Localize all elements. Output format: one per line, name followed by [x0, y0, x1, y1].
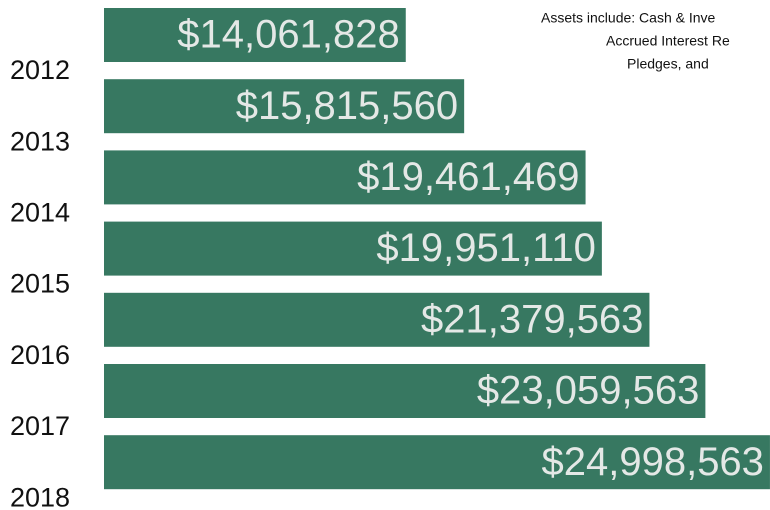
bar [104, 364, 706, 418]
bar [104, 292, 650, 347]
value-label: $21,379,563 [421, 297, 643, 341]
y-tick-label: 2015 [10, 269, 70, 299]
value-label: $19,461,469 [357, 155, 579, 199]
value-label: $24,998,563 [541, 440, 763, 484]
value-label: $19,951,110 [376, 226, 595, 270]
y-tick-label: 2017 [10, 411, 70, 441]
annotation: Assets include: Cash & Inve [541, 10, 716, 26]
bar [104, 221, 602, 276]
bar [104, 435, 770, 490]
y-tick-label: 2013 [10, 126, 70, 156]
y-tick-label: 2012 [10, 55, 70, 85]
y-tick-label: 2016 [10, 340, 70, 370]
annotation: Accrued Interest Re [606, 33, 730, 49]
bar [104, 150, 586, 205]
annotation: Pledges, and [627, 56, 709, 72]
y-tick-label: 2014 [10, 198, 70, 228]
bar [104, 8, 406, 62]
value-label: $15,815,560 [236, 84, 458, 128]
bar [104, 79, 465, 134]
value-label: $23,059,563 [477, 369, 699, 413]
value-label: $14,061,828 [177, 13, 399, 57]
y-tick-label: 2018 [10, 482, 70, 510]
